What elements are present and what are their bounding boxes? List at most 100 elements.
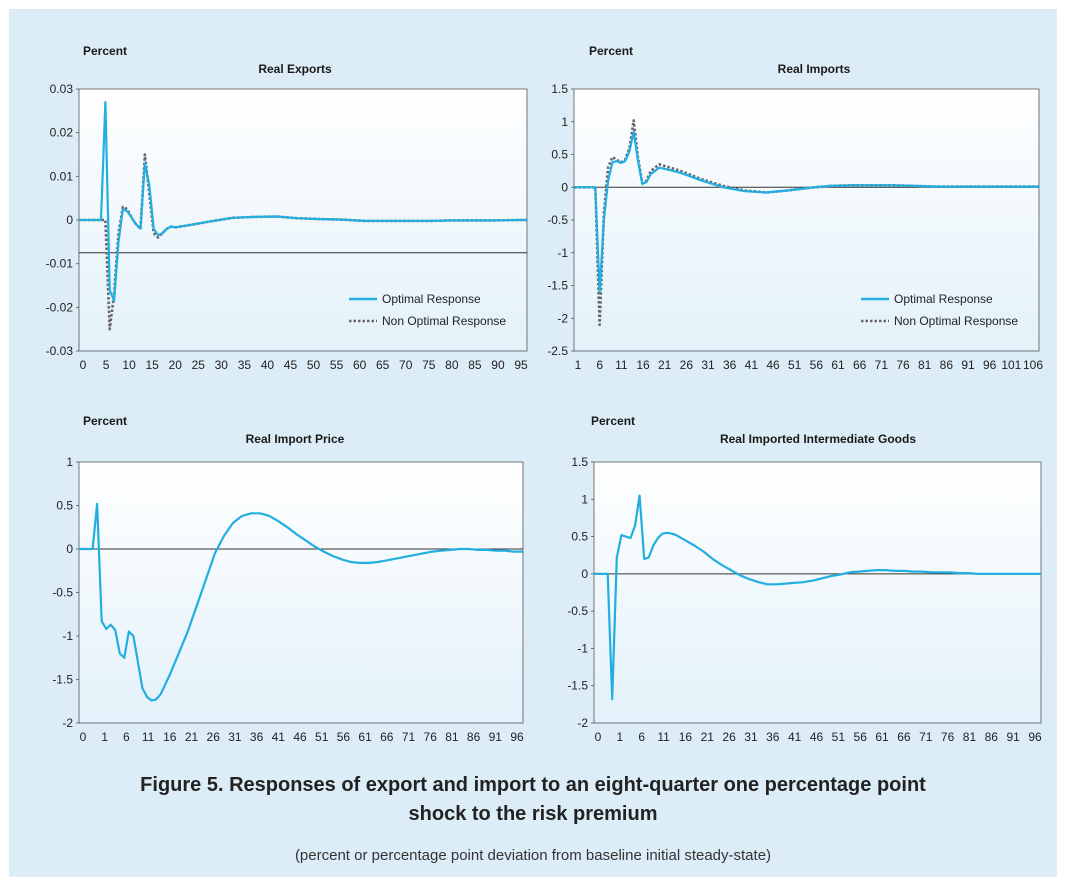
x-tick-label: 11 (657, 730, 670, 744)
y-tick-label: 0 (581, 567, 588, 581)
y-tick-label: -0.03 (46, 344, 74, 358)
y-tick-label: -0.02 (46, 300, 74, 314)
plot-area (573, 88, 1040, 352)
x-tick-label: 56 (810, 358, 824, 369)
x-tick-label: 11 (142, 730, 155, 744)
y-tick-label: -1 (577, 641, 588, 655)
x-tick-label: 96 (1028, 730, 1042, 744)
x-tick-label: 51 (315, 730, 329, 744)
x-tick-label: 81 (963, 730, 977, 744)
x-tick-label: 36 (250, 730, 264, 744)
y-tick-label: 0.02 (50, 126, 74, 140)
figure-title-line-1: Figure 5. Responses of export and import… (140, 774, 926, 796)
plot-area (593, 461, 1042, 724)
real-imports-plot: 1.510.50-0.5-1-1.5-2-2.51 6 11 16 21 26 31 36 41… (547, 82, 1043, 369)
x-tick-label: 66 (380, 730, 394, 744)
x-tick-label: 51 (832, 730, 846, 744)
x-tick-label: 20 (169, 358, 183, 369)
x-tick-label: 56 (337, 730, 351, 744)
y-tick-label: 1 (581, 492, 588, 506)
figure-title-line-2: shock to the risk premium (408, 803, 658, 825)
real-exports-plot: 0.03 0.02 0.01 0 -0.01 -0.02 -0.03 0 5 10 15 20 25 30… (46, 82, 528, 369)
y-tick-label: 0.5 (571, 530, 588, 544)
x-tick-label: 0 (80, 358, 87, 369)
x-tick-label: 96 (510, 730, 524, 744)
x-tick-label: 71 (919, 730, 933, 744)
x-tick-label: 16 (163, 730, 177, 744)
y-unit-label: Percent (83, 44, 128, 58)
y-tick-label: 1 (561, 115, 568, 129)
x-tick-label: 91 (1006, 730, 1020, 744)
y-tick-label: -2.5 (547, 344, 568, 358)
x-tick-label: 35 (238, 358, 252, 369)
x-tick-label: 41 (272, 730, 286, 744)
x-tick-label: 40 (261, 358, 275, 369)
x-tick-label: 90 (491, 358, 505, 369)
figure: Percent Real Exports 0.03 0.02 0.01 0 -0.01 -… (9, 9, 1057, 877)
legend-label: Optimal Response (382, 292, 481, 306)
x-tick-label: 21 (185, 730, 199, 744)
figure-subtitle: (percent or percentage point deviation f… (294, 847, 772, 864)
optimal-response-line (594, 494, 1041, 701)
x-tick-label: 81 (918, 358, 932, 369)
x-tick-label: 26 (207, 730, 221, 744)
x-tick-label: 81 (445, 730, 459, 744)
x-tick-label: 21 (701, 730, 715, 744)
x-tick-label: 76 (941, 730, 955, 744)
x-tick-label: 65 (376, 358, 390, 369)
y-tick-label: -2 (62, 716, 73, 730)
y-tick-label: 0.03 (50, 82, 74, 96)
x-tick-label: 91 (961, 358, 975, 369)
plot-area (78, 461, 524, 724)
x-tick-label: 46 (766, 358, 780, 369)
y-tick-label: -1.5 (567, 679, 588, 693)
y-tick-label: -0.01 (46, 257, 74, 271)
x-tick-label: 0 (80, 730, 87, 744)
x-tick-label: 76 (424, 730, 438, 744)
x-tick-label: 46 (293, 730, 307, 744)
x-tick-label: 76 (896, 358, 910, 369)
x-tick-label: 0 (595, 730, 602, 744)
x-tick-label: 31 (744, 730, 758, 744)
x-tick-label: 1 (575, 358, 582, 369)
x-tick-label: 106 (1023, 358, 1043, 369)
y-tick-label: 0.01 (50, 169, 74, 183)
x-tick-label: 16 (636, 358, 650, 369)
x-tick-label: 61 (831, 358, 845, 369)
x-tick-label: 26 (680, 358, 694, 369)
y-tick-label: -2 (557, 311, 568, 325)
y-tick-label: -1 (62, 629, 73, 643)
y-tick-label: -0.5 (547, 213, 568, 227)
legend-label: Optimal Response (894, 292, 993, 306)
x-tick-label: 61 (358, 730, 372, 744)
x-tick-label: 61 (875, 730, 889, 744)
x-tick-label: 21 (658, 358, 672, 369)
x-tick-label: 66 (853, 358, 867, 369)
y-tick-label: -0.5 (52, 586, 73, 600)
optimal-response-line (79, 502, 523, 702)
x-tick-label: 31 (701, 358, 715, 369)
y-tick-label: 1 (66, 455, 73, 469)
x-tick-label: 66 (897, 730, 911, 744)
x-tick-label: 10 (122, 358, 136, 369)
real-imported-intermediate-goods-plot: 1.510.50-0.5-1-1.5-20 1 6 11 16 21 26 31 36 41 46 5… (567, 455, 1042, 744)
x-tick-label: 26 (722, 730, 736, 744)
chart-title: Real Imports (777, 62, 851, 76)
y-tick-label: -0.5 (567, 604, 588, 618)
optimal-response-line (79, 101, 527, 302)
chart-title: Real Imported Intermediate Goods (719, 432, 917, 446)
x-tick-label: 101 (1001, 358, 1021, 369)
y-tick-label: -1 (557, 246, 568, 260)
x-tick-label: 75 (422, 358, 436, 369)
chart-title: Real Import Price (245, 432, 345, 446)
x-tick-label: 1 (101, 730, 108, 744)
legend-label: Non Optimal Response (894, 314, 1018, 328)
x-tick-label: 51 (788, 358, 802, 369)
x-tick-label: 85 (468, 358, 482, 369)
y-tick-label: 0 (561, 180, 568, 194)
y-tick-label: 0.5 (551, 148, 568, 162)
x-tick-label: 36 (723, 358, 737, 369)
y-unit-label: Percent (83, 414, 128, 428)
x-tick-label: 15 (145, 358, 159, 369)
x-tick-label: 25 (192, 358, 206, 369)
